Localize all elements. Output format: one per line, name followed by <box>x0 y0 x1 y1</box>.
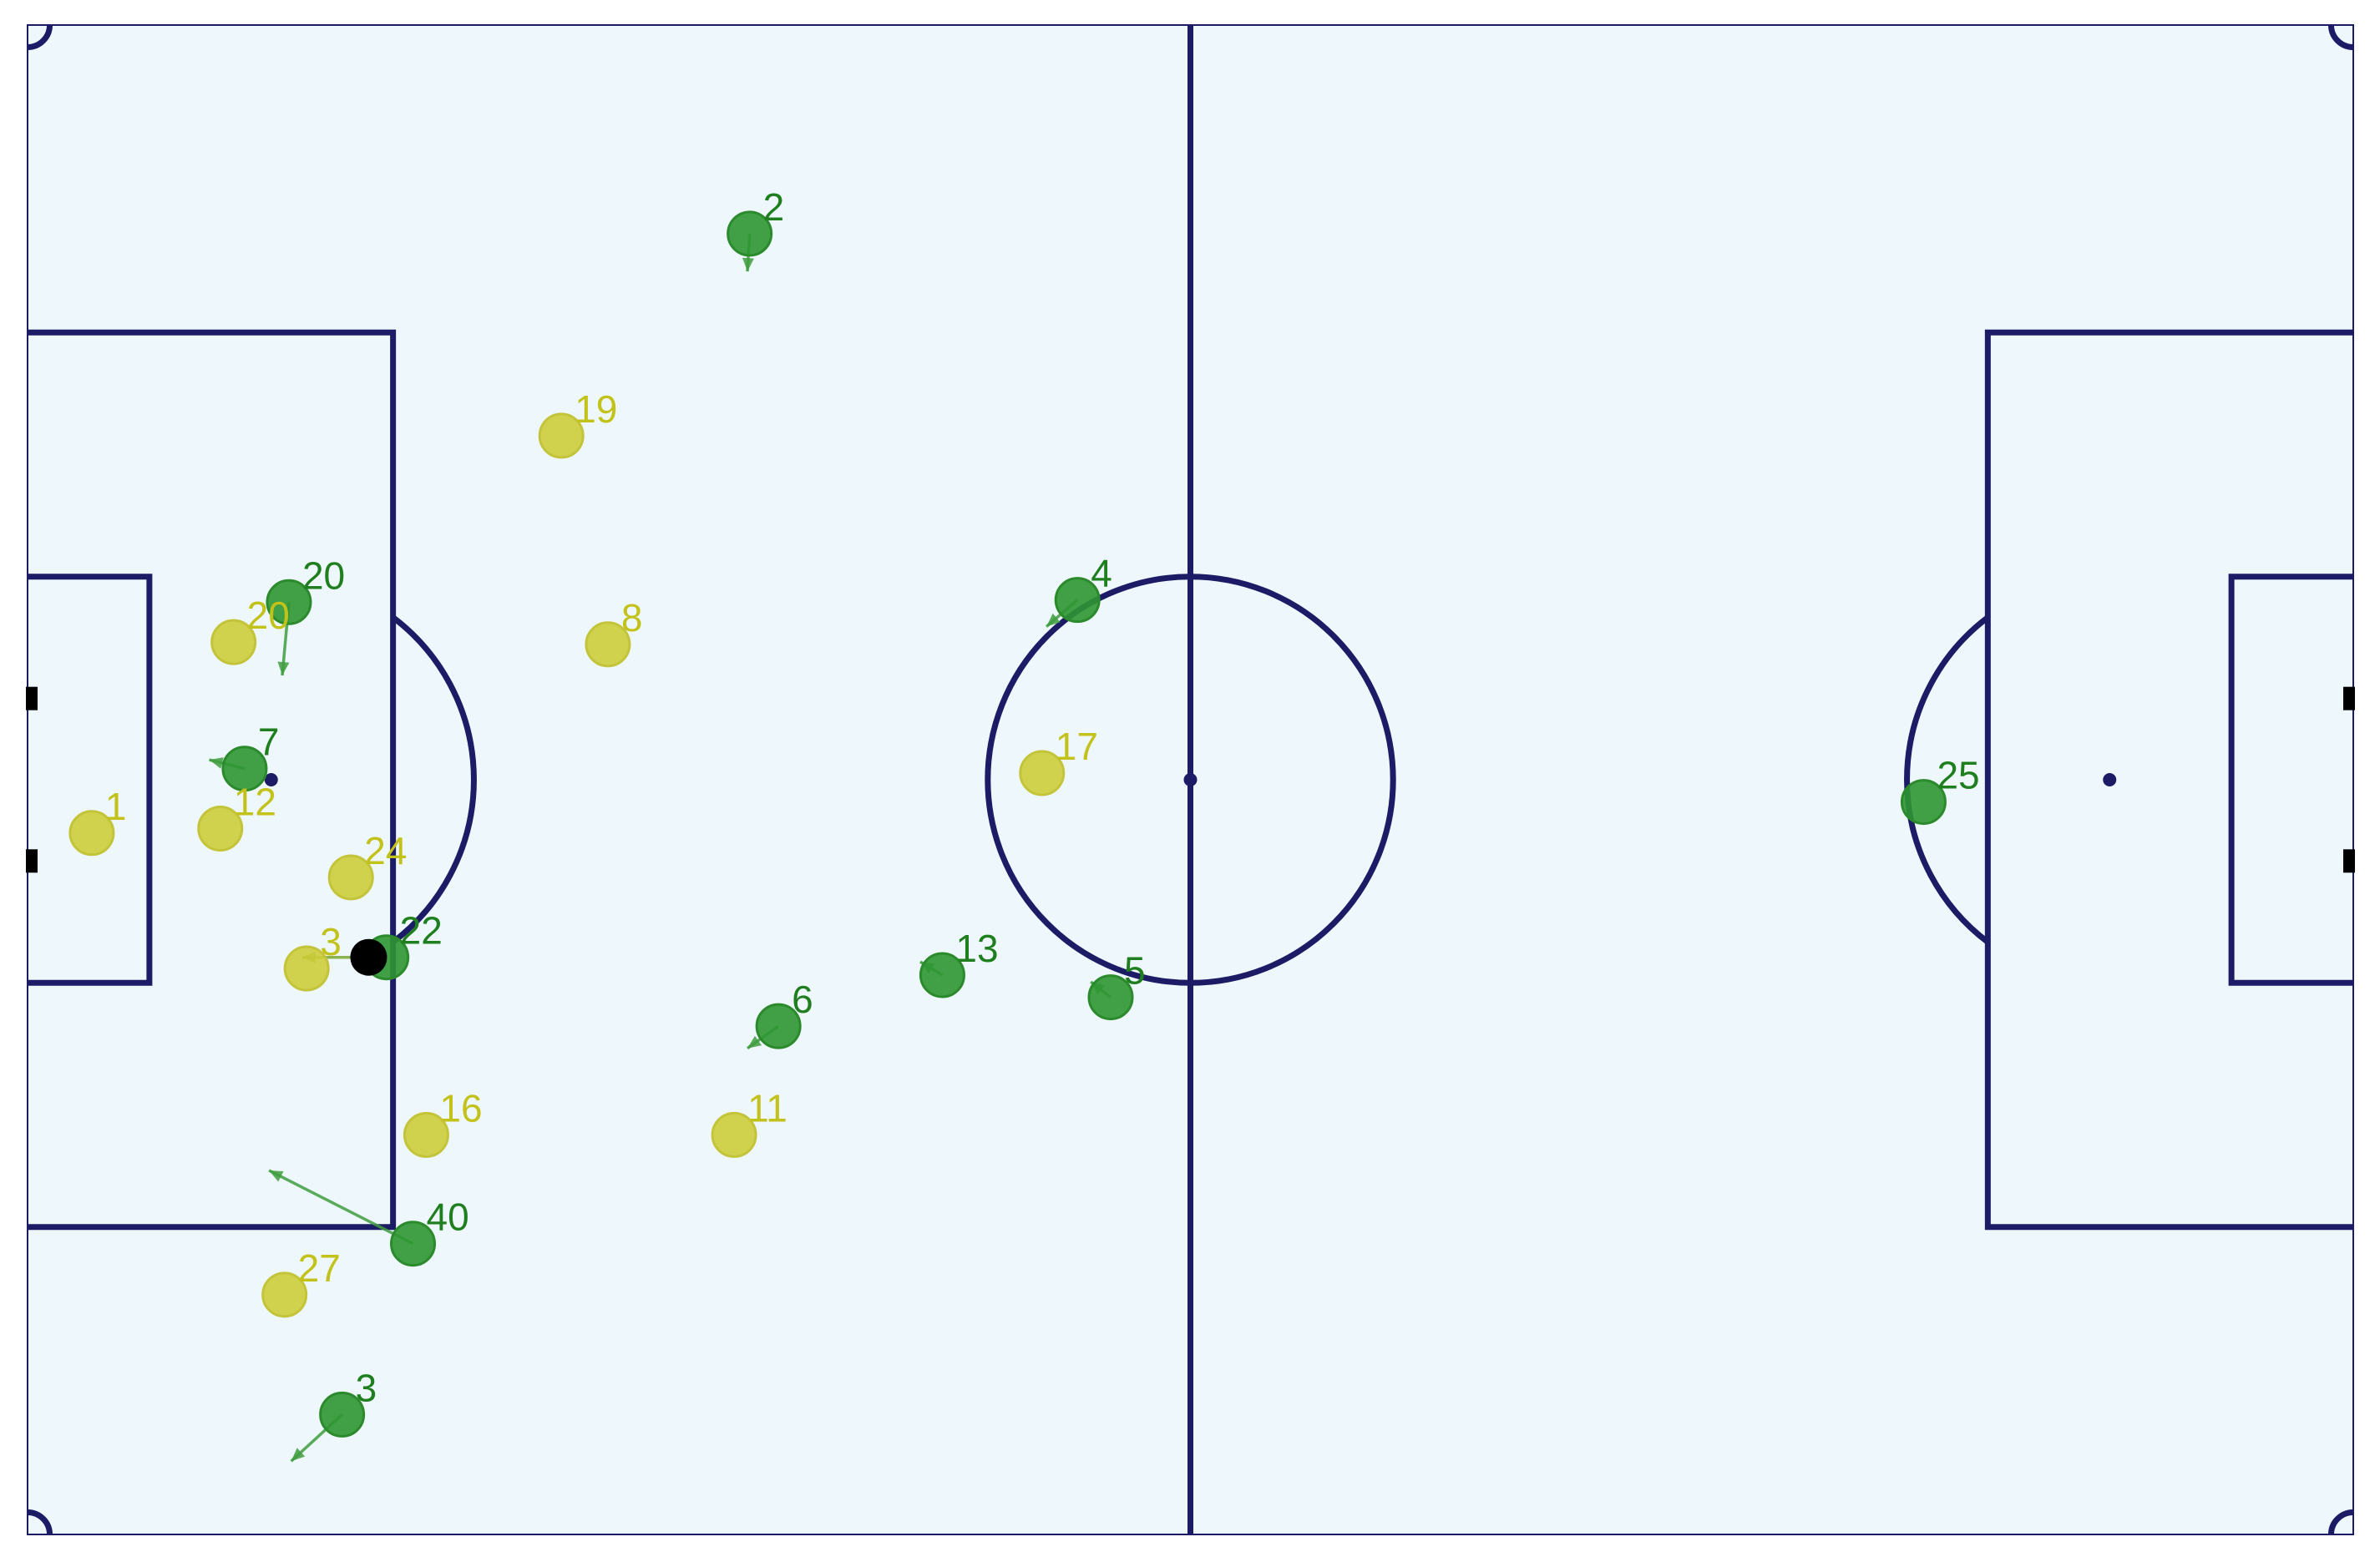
right-goal-post-bottom <box>2343 849 2355 873</box>
player-marker-green-20 <box>266 579 312 625</box>
velocity-arrow-green-2-head <box>742 257 754 272</box>
velocity-arrow-green-3-head <box>291 1448 306 1462</box>
player-number-green-3: 3 <box>356 1366 377 1409</box>
player-number-green-7: 7 <box>258 720 280 764</box>
player-number-green-5: 5 <box>1124 949 1146 993</box>
player-marker-green-7 <box>221 746 268 792</box>
player-marker-green-6 <box>755 1003 802 1049</box>
corner-arc-top-right <box>2327 24 2354 51</box>
player-marker-green-4 <box>1054 577 1101 624</box>
player-number-yellow-3: 3 <box>320 920 342 963</box>
player-number-green-40: 40 <box>427 1196 469 1239</box>
player-number-yellow-11: 11 <box>747 1086 787 1130</box>
corner-arc-bottom-right <box>2327 1509 2354 1535</box>
left-goal-area <box>28 574 153 986</box>
player-marker-green-3 <box>319 1391 366 1438</box>
player-marker-yellow-8 <box>585 621 631 668</box>
player-number-green-25: 25 <box>1937 754 1979 797</box>
right-penalty-area <box>1984 329 2353 1231</box>
player-marker-yellow-12 <box>197 805 244 852</box>
player-number-yellow-20: 20 <box>247 594 290 637</box>
centre-spot <box>1183 773 1198 786</box>
player-marker-yellow-27 <box>261 1271 308 1318</box>
player-marker-yellow-1 <box>68 810 115 857</box>
player-number-yellow-1: 1 <box>105 785 127 828</box>
player-marker-green-2 <box>727 210 773 257</box>
velocity-arrow-green-7-head <box>209 757 224 769</box>
player-marker-green-13 <box>919 952 965 998</box>
player-marker-yellow-20 <box>210 619 257 665</box>
left-penalty-area <box>28 329 397 1231</box>
players: 2 20 7 22 40 3 6 13 5 4 25 19 8 20 12 1 24 3 16 11 27 17 <box>68 185 1980 1438</box>
player-number-yellow-17: 17 <box>1056 725 1098 768</box>
velocity-arrow-green-40-head <box>269 1170 284 1182</box>
right-goal-post-top <box>2343 686 2355 710</box>
player-marker-green-25 <box>1900 779 1947 826</box>
player-number-yellow-16: 16 <box>439 1086 482 1130</box>
player-marker-yellow-19 <box>538 412 585 459</box>
ball-layer <box>350 938 387 976</box>
right-penalty-arc <box>1904 614 1990 945</box>
player-number-green-2: 2 <box>763 185 785 229</box>
player-number-green-20: 20 <box>302 554 345 597</box>
player-marker-yellow-17 <box>1019 750 1066 796</box>
velocity-arrow-green-6-head <box>747 1035 762 1049</box>
centre-circle <box>985 574 1396 986</box>
player-marker-yellow-24 <box>327 854 374 901</box>
player-number-green-22: 22 <box>400 909 443 953</box>
player-number-yellow-24: 24 <box>364 829 407 872</box>
corner-arc-top-left <box>27 24 53 51</box>
player-marker-green-40 <box>390 1221 437 1267</box>
player-number-green-4: 4 <box>1091 552 1112 595</box>
player-number-yellow-19: 19 <box>575 387 617 431</box>
velocity-arrow-green-20-head <box>277 661 290 676</box>
right-goal-area <box>2228 574 2353 986</box>
player-number-yellow-27: 27 <box>298 1246 341 1290</box>
player-number-yellow-8: 8 <box>621 596 643 639</box>
left-goal-post-top <box>26 686 38 710</box>
player-marker-yellow-16 <box>403 1111 449 1158</box>
left-goal-post-bottom <box>26 849 38 873</box>
player-number-green-13: 13 <box>955 927 998 970</box>
player-number-green-6: 6 <box>792 978 813 1021</box>
player-marker-yellow-11 <box>711 1111 757 1158</box>
corner-arc-bottom-left <box>27 1509 53 1535</box>
left-penalty-arc <box>391 614 477 945</box>
pitch-markings <box>26 24 2355 1535</box>
velocity-arrow-green-40 <box>268 1169 414 1246</box>
player-number-yellow-12: 12 <box>234 780 276 823</box>
player-marker-yellow-3 <box>283 945 330 992</box>
ball <box>350 938 387 976</box>
player-marker-green-5 <box>1087 974 1134 1021</box>
velocity-arrow-green-4-head <box>1046 613 1061 627</box>
left-penalty-spot <box>264 773 278 786</box>
right-penalty-spot <box>2103 773 2117 786</box>
